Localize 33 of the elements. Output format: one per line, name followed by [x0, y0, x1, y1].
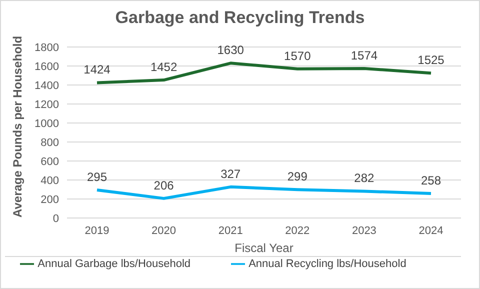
data-label: 1570	[284, 48, 312, 63]
data-label: 282	[354, 171, 375, 186]
x-axis-title: Fiscal Year	[234, 241, 294, 255]
chart-title: Garbage and Recycling Trends	[114, 7, 366, 29]
y-tick-label: 800	[40, 136, 59, 149]
data-label: 295	[86, 170, 108, 184]
data-label: 327	[220, 166, 241, 181]
data-label: 258	[420, 173, 442, 188]
y-tick-label: 1400	[34, 80, 59, 92]
y-tick-label: 1800	[34, 42, 59, 54]
x-tick-label: 2022	[285, 224, 310, 237]
data-label: 1424	[84, 62, 111, 77]
y-tick-label: 1200	[34, 98, 59, 111]
x-tick-label: 2021	[218, 224, 243, 237]
data-label: 1630	[217, 43, 244, 58]
data-label: 299	[287, 170, 308, 184]
y-tick-label: 200	[40, 194, 59, 206]
x-tick-label: 2023	[352, 224, 376, 237]
x-tick-label: 2020	[152, 224, 176, 237]
legend-label: Annual Recycling lbs/Household	[248, 258, 406, 270]
data-label: 1452	[150, 60, 178, 74]
legend-label: Annual Garbage lbs/Household	[38, 258, 191, 270]
y-tick-label: 400	[40, 174, 59, 187]
y-tick-label: 1600	[34, 60, 59, 73]
x-tick-label: 2019	[84, 224, 110, 237]
data-label: 1574	[350, 48, 378, 62]
data-label: 206	[154, 178, 174, 192]
x-tick-label: 2024	[418, 224, 444, 237]
y-tick-label: 0	[52, 212, 59, 225]
y-axis-title: Average Pounds per Household	[10, 36, 24, 218]
y-tick-label: 1000	[34, 118, 59, 130]
y-tick-label: 600	[40, 156, 59, 168]
data-label: 1525	[418, 53, 445, 68]
